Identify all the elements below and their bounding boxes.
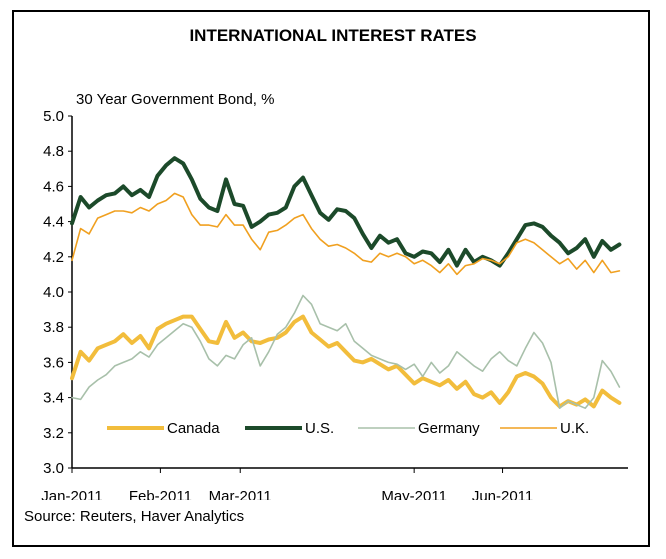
series-line-canada — [70, 314, 622, 409]
legend: Canada U.S. Germany U.K. — [107, 420, 589, 437]
chart: 5.0 4.8 4.6 4.4 4.2 4.0 3.8 3.6 3.4 3.2 3.0 Jan-20… — [41, 91, 628, 500]
y-tick-label: 3.0 — [43, 460, 64, 477]
series-line-germany — [71, 294, 621, 410]
y-tick-label: 3.6 — [43, 354, 64, 371]
y-axis: 5.0 4.8 4.6 4.4 4.2 4.0 3.8 3.6 3.4 3.2 3.0 — [43, 108, 73, 477]
y-tick-label: 4.0 — [43, 284, 64, 301]
x-tick-label: Feb-2011 — [129, 488, 192, 500]
chart-frame — [12, 10, 650, 547]
series-lines — [70, 156, 622, 410]
source-note: Source: Reuters, Haver Analytics — [24, 508, 245, 525]
y-tick-label: 3.8 — [43, 319, 64, 336]
legend-label: U.K. — [560, 420, 589, 437]
y-tick-label: 4.4 — [43, 214, 64, 231]
y-tick-label: 3.2 — [43, 425, 64, 442]
chart-title: INTERNATIONAL INTEREST RATES — [189, 26, 477, 45]
y-tick-label: 4.2 — [43, 249, 64, 266]
legend-label: Germany — [418, 420, 480, 437]
series-line-u-s — [70, 156, 622, 268]
x-tick-label: Jun-2011 — [472, 488, 533, 500]
series-line-u-k — [71, 192, 621, 276]
y-tick-label: 4.6 — [43, 178, 64, 195]
chart-subtitle: 30 Year Government Bond, % — [76, 91, 274, 108]
y-tick-label: 3.4 — [43, 390, 64, 407]
legend-label: U.S. — [305, 420, 334, 437]
x-tick-label: May-2011 — [381, 488, 447, 500]
x-tick-label: Jan-2011 — [41, 488, 102, 500]
y-tick-label: 4.8 — [43, 143, 64, 160]
x-axis: Jan-2011 Feb-2011 Mar-2011 May-2011 Jun-2011 — [41, 467, 628, 500]
legend-label: Canada — [167, 420, 220, 437]
y-tick-label: 5.0 — [43, 108, 64, 125]
x-tick-label: Mar-2011 — [209, 488, 272, 500]
